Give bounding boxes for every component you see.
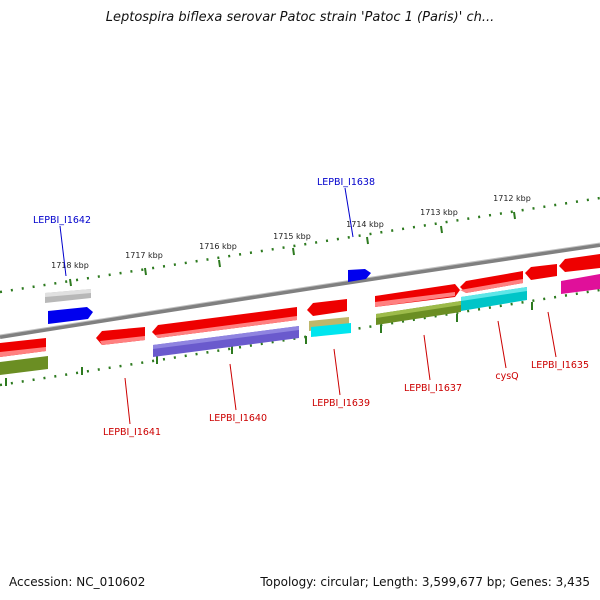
tick-1715 [292, 247, 295, 256]
leader-lepbi-i1641 [124, 377, 131, 425]
scale-label-1717: 1717 kbp [125, 251, 163, 260]
leader-lepbi-i1640 [229, 363, 237, 411]
gene-highlight [461, 287, 527, 301]
leader-lepbi-i1635 [547, 311, 557, 358]
gene-highlight [45, 289, 91, 297]
gene-label-lepbi-i1641[interactable]: LEPBI_I1641 [103, 427, 161, 438]
tick-1718 [69, 278, 72, 287]
gene-red-long[interactable] [152, 307, 297, 338]
gene-blue-small[interactable] [348, 269, 371, 282]
gene-label-lepbi-i1640[interactable]: LEPBI_I1640 [209, 413, 267, 424]
forward-strand-genes [45, 254, 600, 324]
leader-cysq [497, 320, 507, 369]
gene-highlight [376, 301, 461, 318]
gene-olive[interactable] [0, 356, 48, 375]
scale-label-1718: 1718 kbp [51, 261, 89, 270]
genome-backbone [0, 243, 600, 339]
accession-text: Accession: NC_010602 [9, 575, 146, 589]
gene-magenta[interactable] [561, 274, 600, 294]
gene-label-cysq[interactable]: cysQ [495, 371, 518, 382]
tick-1717 [144, 267, 147, 276]
gene-label-lepbi-i1642[interactable]: LEPBI_I1642 [33, 215, 91, 226]
scale-label-1712: 1712 kbp [493, 194, 531, 203]
gene-shadow [460, 279, 523, 293]
gene-label-lepbi-i1635[interactable]: LEPBI_I1635 [531, 360, 589, 371]
inner-major-ticks [5, 302, 533, 386]
leader-lepbi-i1637 [423, 334, 431, 381]
scale-label-1715: 1715 kbp [273, 232, 311, 241]
tick-1713 [440, 225, 443, 234]
gene-red[interactable] [559, 254, 600, 272]
reverse-strand-genes [0, 274, 600, 375]
gene-shadow [0, 347, 46, 357]
tick-1714 [366, 236, 369, 245]
gene-shadow [100, 336, 145, 345]
major-ticks [69, 211, 516, 287]
leader-lepbi-i1638 [344, 187, 354, 238]
gene-shadow [375, 292, 455, 307]
gene-label-lepbi-i1639[interactable]: LEPBI_I1639 [312, 398, 370, 409]
gene-cyan[interactable] [311, 323, 351, 337]
map-title: Leptospira biflexa serovar Patoc strain … [105, 10, 495, 25]
genome-backbone-highlight [0, 242, 600, 336]
leader-lepbi-i1639 [333, 348, 341, 396]
gene-shadow [155, 316, 297, 338]
gene-red-reverse[interactable] [307, 299, 347, 316]
scale-label-1714: 1714 kbp [346, 220, 384, 229]
gene-label-lepbi-i1638[interactable]: LEPBI_I1638 [317, 177, 375, 188]
scale-label-1716: 1716 kbp [199, 242, 237, 251]
genome-summary-text: Topology: circular; Length: 3,599,677 bp… [260, 575, 590, 589]
gene-red[interactable] [525, 264, 557, 280]
tick-1712 [513, 211, 516, 220]
gene-label-lepbi-i1637[interactable]: LEPBI_I1637 [404, 383, 462, 394]
label-leaders [59, 187, 557, 425]
leader-lepbi-i1642 [59, 225, 67, 277]
tick-1716 [218, 259, 221, 268]
gene-highlight [153, 326, 299, 349]
gene-blue-forward[interactable] [48, 307, 93, 324]
scale-label-1713: 1713 kbp [420, 208, 458, 217]
